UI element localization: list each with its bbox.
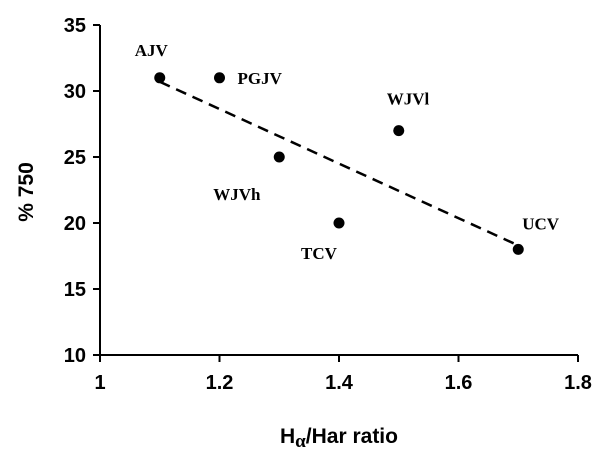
- data-point-wjvl: [393, 125, 405, 137]
- x-tick-label: 1.2: [206, 372, 234, 394]
- data-point-wjvh: [273, 151, 285, 163]
- point-label-ucv: UCV: [522, 214, 560, 233]
- point-label-wjvh: WJVh: [213, 185, 261, 204]
- x-axis-title-greek: α: [295, 431, 306, 451]
- data-point-tcv: [333, 217, 345, 229]
- y-axis-title: % 750: [15, 162, 38, 222]
- point-label-ajv: AJV: [135, 41, 169, 60]
- trendline-group: [159, 80, 519, 247]
- y-ticks: 10 15 20 25 30 35: [64, 15, 100, 367]
- x-tick-label: 1: [94, 372, 105, 394]
- x-axis-title: Hα/Har ratio: [280, 425, 398, 451]
- point-label-tcv: TCV: [301, 244, 338, 263]
- x-tick-label: 1.4: [325, 372, 354, 394]
- trendline: [159, 80, 519, 247]
- data-point-ajv: [154, 72, 166, 84]
- data-point-ucv: [512, 243, 524, 255]
- x-ticks: 1 1.2 1.4 1.6 1.8: [94, 355, 592, 394]
- y-tick-label: 25: [64, 147, 86, 169]
- data-point-pgjv: [214, 72, 225, 84]
- point-labels: AJV PGJV WJVh TCV WJVl UCV: [135, 41, 560, 263]
- x-axis-title-prefix: H: [280, 425, 295, 448]
- point-label-pgjv: PGJV: [238, 69, 283, 88]
- y-tick-label: 35: [64, 15, 86, 37]
- x-tick-label: 1.8: [564, 372, 592, 394]
- data-points: [154, 72, 524, 255]
- y-tick-label: 30: [64, 81, 86, 103]
- x-axis-title-suffix: /Har ratio: [306, 425, 398, 448]
- point-label-wjvl: WJVl: [387, 90, 430, 109]
- x-tick-label: 1.6: [445, 372, 473, 394]
- y-tick-label: 20: [64, 213, 86, 235]
- axes: [99, 25, 578, 356]
- y-tick-label: 15: [64, 279, 86, 301]
- y-tick-label: 10: [64, 345, 86, 367]
